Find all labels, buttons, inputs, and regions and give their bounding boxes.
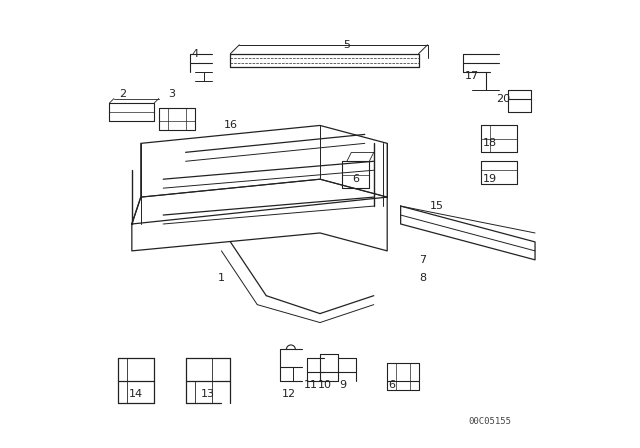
Text: 6: 6	[388, 380, 395, 390]
Text: 3: 3	[169, 89, 175, 99]
Text: 8: 8	[419, 273, 427, 283]
Text: 18: 18	[483, 138, 497, 148]
Text: 4: 4	[191, 49, 198, 59]
Text: 20: 20	[497, 94, 511, 103]
Text: 00C05155: 00C05155	[468, 417, 512, 426]
Text: 6: 6	[353, 174, 359, 184]
Text: 7: 7	[419, 255, 427, 265]
Text: 17: 17	[465, 71, 479, 81]
Text: 16: 16	[223, 121, 237, 130]
Text: 14: 14	[129, 389, 143, 399]
Text: 1: 1	[218, 273, 225, 283]
Text: 9: 9	[339, 380, 346, 390]
Text: 10: 10	[317, 380, 332, 390]
Text: 12: 12	[282, 389, 296, 399]
Text: 11: 11	[304, 380, 318, 390]
Text: 13: 13	[201, 389, 215, 399]
Text: 5: 5	[344, 40, 350, 50]
Text: 15: 15	[429, 201, 444, 211]
Text: 19: 19	[483, 174, 497, 184]
Text: 2: 2	[119, 89, 127, 99]
